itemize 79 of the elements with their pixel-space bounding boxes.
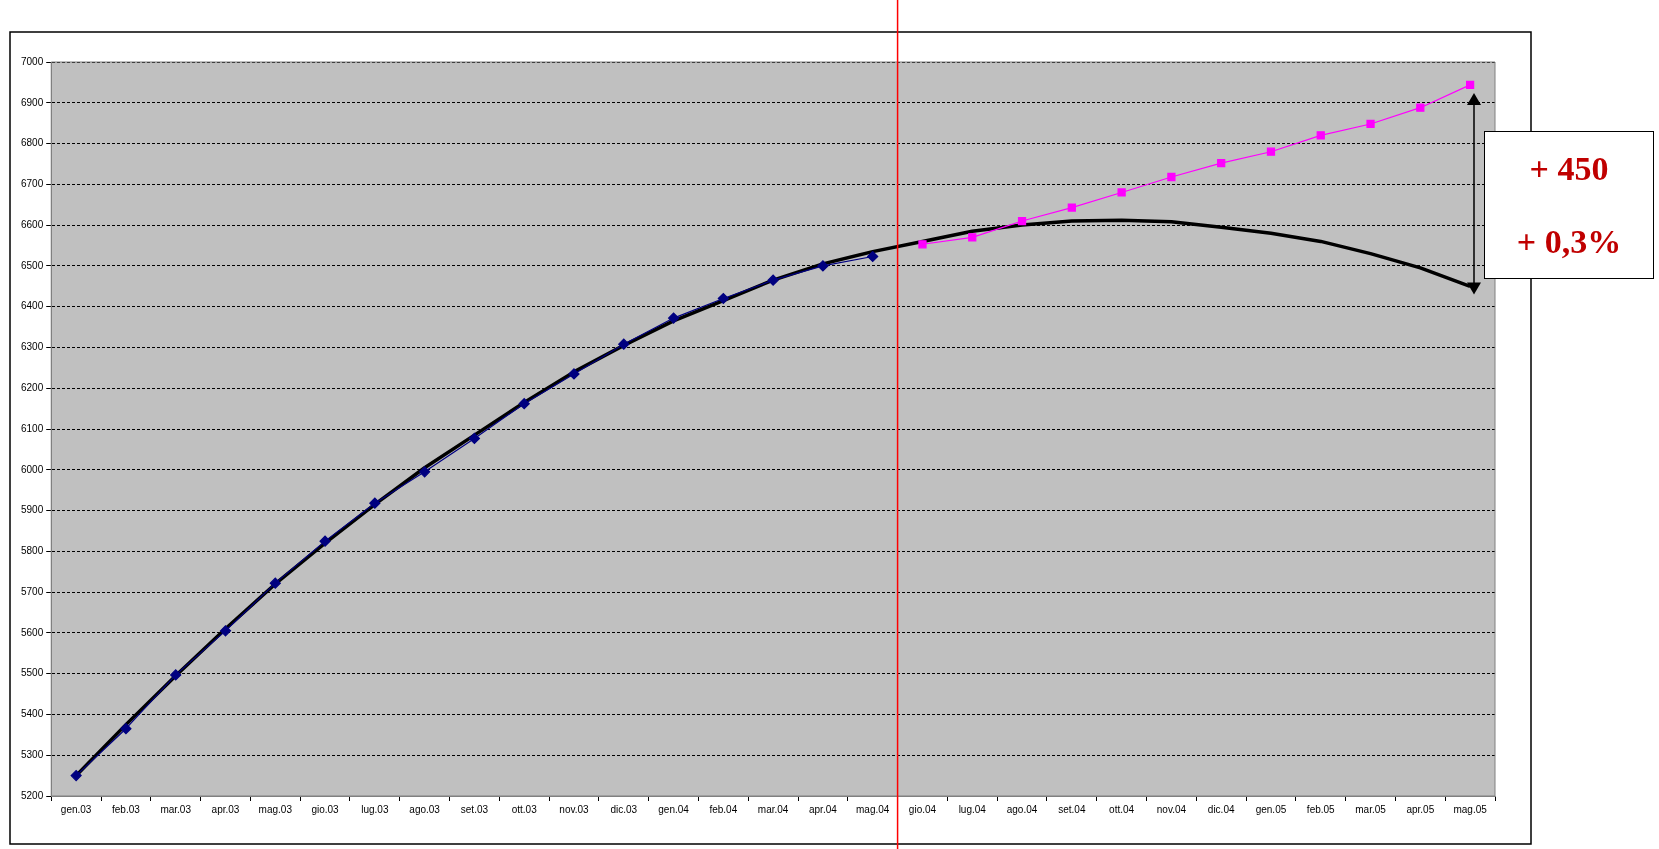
point [618, 338, 630, 350]
x-tick-label: dic.03 [610, 803, 638, 815]
y-tick-label: 6100 [21, 422, 44, 434]
y-tick-label: 5500 [21, 667, 44, 679]
point [767, 274, 779, 286]
y-tick-label: 5800 [21, 545, 44, 557]
x-tick-label: nov.04 [1156, 803, 1187, 815]
point [468, 432, 481, 444]
point [269, 577, 281, 589]
x-tick-label: dic.04 [1207, 803, 1235, 815]
point [817, 260, 829, 272]
x-tick-label: mar.05 [1355, 803, 1387, 815]
point [1067, 203, 1076, 212]
x-tick-label: mar.04 [757, 803, 789, 815]
x-tick-label: ago.03 [409, 803, 441, 815]
point [419, 466, 431, 478]
point [219, 625, 232, 637]
x-tick-label: gen.04 [658, 803, 690, 815]
text: + 450 [1529, 149, 1609, 188]
x-tick-label: feb.05 [1306, 803, 1336, 815]
y-tick-label: 6300 [21, 341, 44, 353]
y-tick-label: 5700 [21, 585, 44, 597]
x-tick-label: mar.03 [160, 803, 192, 815]
point [968, 233, 977, 242]
x-tick-label: ago.04 [1006, 803, 1038, 815]
point [369, 497, 381, 509]
y-tick-label: 6900 [21, 96, 44, 108]
point [1217, 158, 1226, 168]
y-tick-label: 6600 [21, 218, 44, 230]
point [1366, 119, 1375, 129]
y-tick-label: 6700 [21, 178, 44, 190]
x-tick-label: gio.03 [311, 803, 340, 815]
x-tick-label: ott.03 [511, 803, 538, 815]
x-tick-label: apr.04 [809, 803, 838, 815]
x-tick-label: lug.04 [958, 803, 987, 815]
point [918, 240, 927, 249]
x-tick-label: mag.05 [1453, 803, 1488, 815]
y-tick-label: 5300 [21, 748, 44, 760]
y-tick-label: 6800 [21, 137, 44, 149]
point [1017, 216, 1027, 226]
y-tick-label: 6400 [21, 300, 44, 312]
x-tick-label: apr.05 [1406, 803, 1435, 815]
x-tick-label: set.04 [1058, 803, 1086, 815]
x-tick-label: feb.03 [112, 803, 141, 815]
point [1465, 80, 1475, 89]
x-tick-label: set.03 [460, 803, 489, 815]
point [1167, 172, 1176, 182]
y-tick-label: 6000 [21, 463, 44, 475]
y-tick-label: 5200 [21, 789, 44, 801]
point [518, 398, 530, 410]
x-tick-label: nov.03 [559, 803, 590, 815]
y-tick-label: 5900 [21, 504, 44, 516]
point [667, 312, 680, 324]
point [568, 368, 580, 380]
x-tick-label: apr.03 [211, 803, 240, 815]
y-tick-label: 7000 [21, 55, 44, 67]
point [1416, 103, 1425, 112]
y-tick-label: 6200 [21, 381, 44, 393]
x-tick-label: feb.04 [709, 803, 738, 815]
x-tick-label: mag.04 [856, 803, 890, 815]
point [319, 535, 331, 547]
x-tick-label: mag.03 [258, 803, 293, 815]
point [1316, 131, 1325, 140]
x-tick-label: gio.04 [908, 803, 937, 815]
point [1117, 188, 1126, 197]
point [120, 723, 132, 735]
point [170, 669, 182, 681]
point [717, 292, 729, 305]
y-tick-label: 5600 [21, 626, 44, 638]
x-tick-label: ott.04 [1109, 803, 1135, 815]
x-tick-label: gen.05 [1255, 803, 1287, 815]
x-tick-label: lug.03 [361, 803, 389, 815]
x-tick-label: gen.03 [60, 803, 92, 815]
y-tick-label: 6500 [21, 259, 44, 271]
point [1266, 147, 1276, 156]
y-tick-label: 5400 [21, 708, 44, 720]
point [867, 250, 879, 263]
text: + 0,3% [1516, 222, 1622, 261]
point [70, 770, 82, 782]
